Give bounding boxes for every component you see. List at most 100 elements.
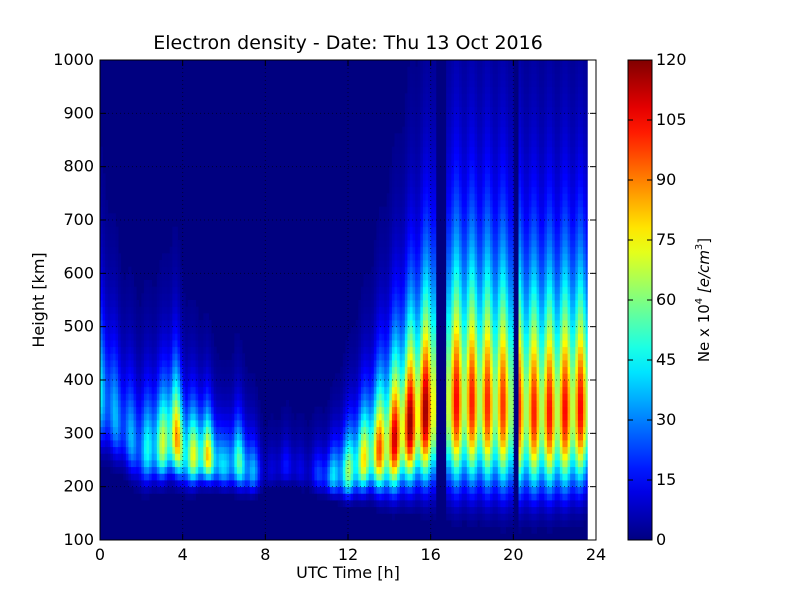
heatmap-cell <box>100 453 103 461</box>
heatmap-cell <box>350 473 354 481</box>
heatmap-cell <box>345 480 349 488</box>
heatmap-cell <box>479 340 483 348</box>
heatmap-cell <box>379 420 382 428</box>
heatmap-cell <box>231 380 235 388</box>
heatmap-cell <box>466 360 470 368</box>
heatmap-cell <box>187 406 191 414</box>
heatmap-cell <box>464 340 468 348</box>
heatmap-cell <box>100 160 103 168</box>
heatmap-cell <box>211 380 215 388</box>
heatmap-cell <box>216 460 220 468</box>
heatmap-cell <box>410 133 413 141</box>
heatmap-cell <box>177 486 181 494</box>
heatmap-cell <box>368 453 372 461</box>
heatmap-cell <box>376 246 380 254</box>
heatmap-cell <box>373 353 377 361</box>
heatmap-cell <box>446 160 450 168</box>
heatmap-cell <box>133 326 137 334</box>
heatmap-cell <box>459 166 463 174</box>
heatmap-cell <box>422 353 426 361</box>
heatmap-cell <box>469 60 473 68</box>
heatmap-cell <box>389 400 393 408</box>
heatmap-cell <box>464 286 468 294</box>
heatmap-cell <box>451 513 455 521</box>
heatmap-cell <box>180 333 184 341</box>
heatmap-cell <box>193 446 196 454</box>
heatmap-cell <box>420 433 424 441</box>
heatmap-cell <box>345 380 349 388</box>
heatmap-cell <box>131 466 134 474</box>
heatmap-cell <box>350 393 354 401</box>
heatmap-cell <box>477 266 481 274</box>
heatmap-cell <box>327 413 331 421</box>
heatmap-cell <box>389 326 393 334</box>
heatmap-cell <box>451 253 455 261</box>
heatmap-cell <box>428 486 432 494</box>
heatmap-cell <box>477 213 481 221</box>
heatmap-cell <box>412 140 416 148</box>
heatmap-cell <box>205 366 209 374</box>
heatmap-cell <box>446 166 450 174</box>
heatmap-cell <box>180 286 184 294</box>
heatmap-cell <box>479 113 483 121</box>
heatmap-cell <box>131 380 134 388</box>
heatmap-cell <box>128 280 132 288</box>
heatmap-cell <box>265 446 269 454</box>
heatmap-cell <box>112 433 116 441</box>
heatmap-cell <box>226 440 230 448</box>
heatmap-cell <box>350 486 354 494</box>
heatmap-cell <box>451 113 455 121</box>
heatmap-cell <box>464 260 468 268</box>
heatmap-cell <box>373 340 377 348</box>
heatmap-cell <box>154 306 158 314</box>
heatmap-cell <box>397 206 401 214</box>
heatmap-cell <box>379 406 382 414</box>
heatmap-cell <box>477 153 481 161</box>
heatmap-cell <box>136 320 140 328</box>
heatmap-cell <box>252 473 256 481</box>
heatmap-cell <box>461 506 465 514</box>
heatmap-cell <box>415 173 419 181</box>
heatmap-cell <box>218 453 222 461</box>
heatmap-cell <box>115 386 119 394</box>
heatmap-cell <box>162 313 165 321</box>
heatmap-cell <box>479 226 483 234</box>
heatmap-cell <box>368 313 372 321</box>
heatmap-cell <box>345 340 349 348</box>
heatmap-cell <box>355 460 359 468</box>
heatmap-cell <box>464 113 468 121</box>
heatmap-cell <box>257 413 261 421</box>
heatmap-cell <box>159 373 163 381</box>
heatmap-cell <box>267 460 271 468</box>
heatmap-cell <box>381 280 385 288</box>
heatmap-cell <box>469 213 473 221</box>
heatmap-cell <box>345 360 349 368</box>
heatmap-cell <box>474 473 478 481</box>
heatmap-cell <box>404 333 408 341</box>
heatmap-cell <box>428 426 432 434</box>
heatmap-cell <box>422 280 426 288</box>
heatmap-cell <box>451 480 455 488</box>
heatmap-cell <box>373 500 377 508</box>
heatmap-cell <box>322 453 326 461</box>
heatmap-cell <box>448 393 452 401</box>
heatmap-cell <box>231 353 235 361</box>
heatmap-cell <box>404 313 408 321</box>
heatmap-cell <box>407 460 411 468</box>
heatmap-cell <box>472 286 475 294</box>
heatmap-cell <box>482 480 486 488</box>
heatmap-cell <box>151 406 155 414</box>
heatmap-cell <box>402 480 406 488</box>
heatmap-cell <box>345 353 349 361</box>
heatmap-cell <box>386 286 390 294</box>
heatmap-cell <box>224 486 227 494</box>
heatmap-cell <box>425 166 429 174</box>
heatmap-cell <box>200 433 204 441</box>
heatmap-cell <box>422 386 426 394</box>
heatmap-cell <box>479 80 483 88</box>
heatmap-cell <box>162 406 165 414</box>
heatmap-cell <box>234 386 238 394</box>
heatmap-cell <box>466 493 470 501</box>
heatmap-cell <box>417 140 421 148</box>
heatmap-cell <box>149 386 153 394</box>
